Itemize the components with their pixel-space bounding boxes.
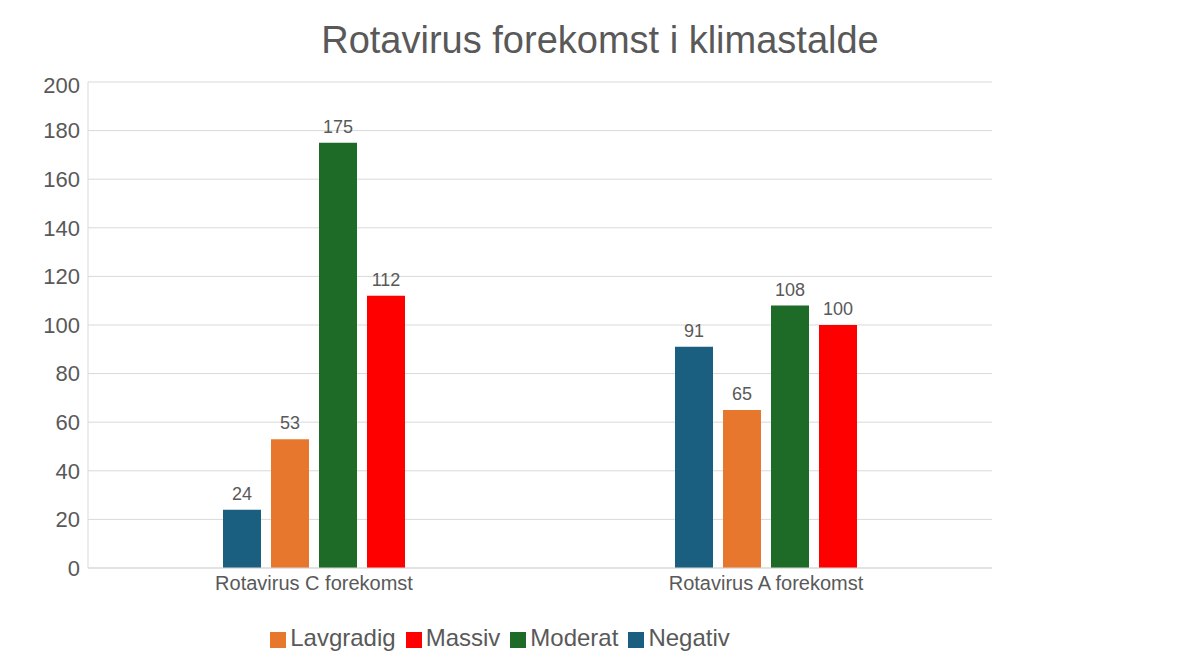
html-text:Lavgradig: Lavgradig xyxy=(290,624,396,651)
svg-text:20: 20 xyxy=(56,507,80,532)
svg-text:200: 200 xyxy=(43,73,80,98)
svg-text:100: 100 xyxy=(43,313,80,338)
svg-text:180: 180 xyxy=(43,118,80,143)
svg-text:100: 100 xyxy=(823,299,853,319)
svg-text:175: 175 xyxy=(323,117,353,137)
html-text:Moderat: Moderat xyxy=(530,624,619,651)
svg-text:0: 0 xyxy=(68,556,80,581)
svg-text:108: 108 xyxy=(775,280,805,300)
svg-text:140: 140 xyxy=(43,216,80,241)
svg-text:120: 120 xyxy=(43,264,80,289)
html-text:Rotavirus forekomst i klimasta: Rotavirus forekomst i klimastalde xyxy=(321,19,879,61)
html-text:Massiv: Massiv xyxy=(425,624,501,651)
svg-text:160: 160 xyxy=(43,167,80,192)
svg-text:65: 65 xyxy=(732,384,752,404)
svg-text:Rotavirus C forekomst: Rotavirus C forekomst xyxy=(215,572,413,594)
svg-text:91: 91 xyxy=(684,321,704,341)
svg-text:Rotavirus A forekomst: Rotavirus A forekomst xyxy=(669,572,864,594)
svg-text:60: 60 xyxy=(56,410,80,435)
svg-text:80: 80 xyxy=(56,361,80,386)
svg-text:112: 112 xyxy=(372,270,401,290)
svg-text:53: 53 xyxy=(280,413,300,433)
svg-text:40: 40 xyxy=(56,459,80,484)
svg-text:24: 24 xyxy=(232,484,252,504)
html-text:Negativ: Negativ xyxy=(648,624,730,651)
